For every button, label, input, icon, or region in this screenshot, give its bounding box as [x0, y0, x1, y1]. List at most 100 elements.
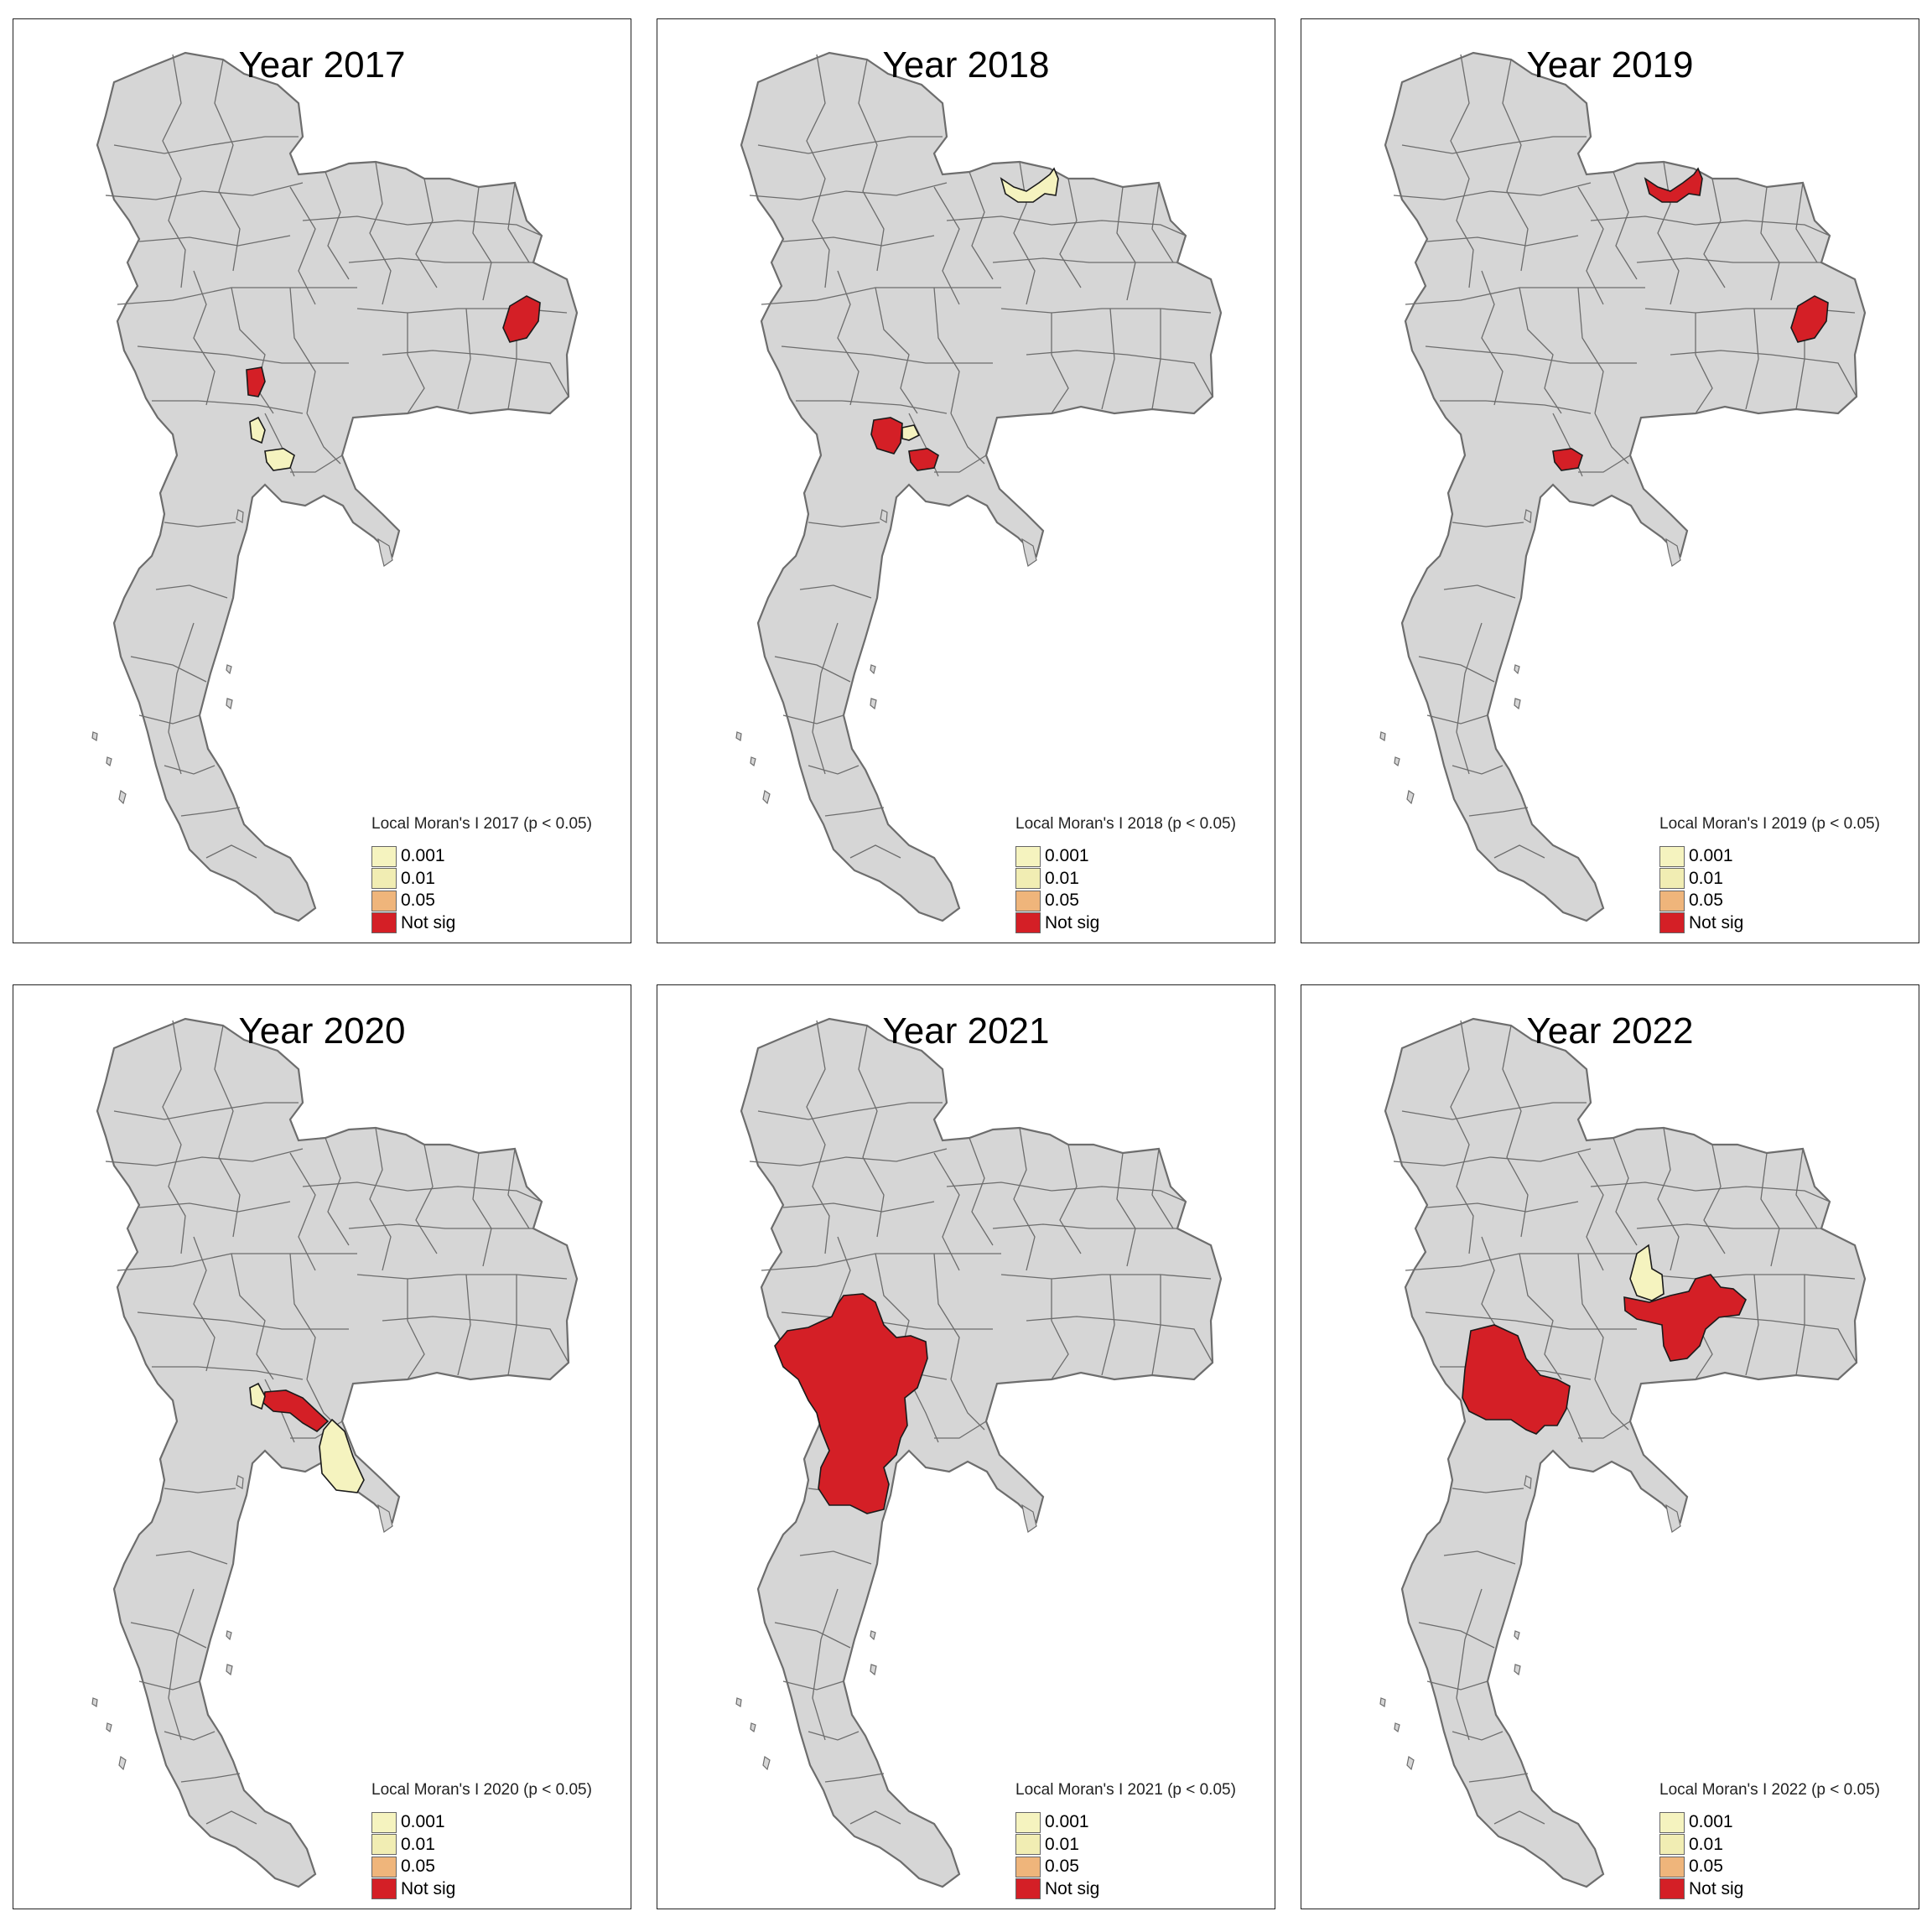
province-border — [1000, 1274, 1212, 1280]
panel-title: Year 2022 — [1526, 1010, 1694, 1052]
island — [1394, 756, 1400, 767]
province-border — [472, 186, 492, 301]
thailand-map — [91, 1017, 579, 1888]
legend-swatch — [1659, 912, 1685, 934]
legend-swatch — [1659, 1811, 1685, 1833]
map-panel-2021: Year 2021 Local Moran's I 2021 (p < 0.05… — [657, 984, 1275, 1909]
province-border — [1393, 1148, 1592, 1166]
cluster-region-bkk-east — [1552, 448, 1583, 471]
country-outline — [96, 51, 579, 922]
island — [750, 756, 756, 767]
legend-swatch — [1015, 868, 1041, 890]
province-border — [849, 1810, 901, 1825]
province-border — [824, 1773, 885, 1783]
map-panel-2018: Year 2018 Local Moran's I 2018 (p < 0.05… — [657, 18, 1275, 943]
legend: Local Moran's I 2020 (p < 0.05) 0.001 0.0… — [371, 1781, 592, 1900]
province-border — [1101, 1274, 1115, 1376]
cluster-region-east-coast — [319, 1418, 365, 1493]
province-border — [946, 216, 1187, 236]
legend-swatch — [1659, 1834, 1685, 1856]
legend-swatch — [1659, 868, 1685, 890]
legend-item: 0.001 — [371, 845, 592, 868]
legend-label: 0.01 — [1689, 1834, 1723, 1854]
legend-item: Not sig — [1659, 912, 1880, 935]
province-border — [1452, 1731, 1504, 1741]
province-border — [799, 584, 872, 599]
province-border — [231, 1253, 274, 1380]
province-border — [164, 522, 236, 527]
province-border — [1745, 1274, 1759, 1376]
country-outline — [740, 1017, 1223, 1888]
legend-label: 0.05 — [1045, 891, 1079, 911]
province-border — [1695, 313, 1713, 414]
map-panel-2017: Year 2017 Local Moran's I 2017 (p < 0.05… — [13, 18, 631, 943]
province-border — [105, 1148, 304, 1166]
legend-swatch — [1659, 1856, 1685, 1877]
legend-item: Not sig — [1659, 1878, 1880, 1901]
province-border — [1116, 1152, 1136, 1267]
island — [377, 1504, 393, 1533]
island — [118, 1756, 127, 1771]
legend-item: Not sig — [371, 912, 592, 935]
cluster-region-bkk-east — [908, 448, 939, 471]
island — [106, 1722, 112, 1733]
legend-title: Local Moran's I 2021 (p < 0.05) — [1015, 1781, 1236, 1799]
island — [236, 509, 244, 523]
province-border — [1577, 1253, 1604, 1380]
island — [1021, 1504, 1037, 1533]
province-border — [507, 182, 530, 263]
legend-item: Not sig — [1015, 1878, 1236, 1901]
cluster-region-ne-block — [1623, 1274, 1747, 1362]
cluster-region-bkk-west — [249, 416, 266, 444]
province-border — [934, 454, 987, 473]
island — [870, 1664, 877, 1676]
province-border — [137, 1311, 349, 1330]
legend-item: 0.01 — [1659, 868, 1880, 891]
province-border — [774, 656, 851, 683]
legend-swatch — [1659, 845, 1685, 867]
island — [236, 1475, 244, 1489]
province-border — [950, 413, 985, 465]
legend-label: 0.01 — [1689, 868, 1723, 888]
province-border — [415, 178, 438, 288]
province-border — [180, 807, 241, 817]
province-border — [1425, 345, 1637, 364]
province-border — [1051, 1279, 1069, 1380]
province-border — [289, 1253, 316, 1380]
island — [870, 1630, 876, 1641]
cluster-region-east-arc — [262, 1389, 330, 1432]
province-border — [1590, 216, 1831, 236]
province-border — [1468, 807, 1529, 817]
island — [226, 1664, 233, 1676]
province-border — [749, 1148, 948, 1166]
province-border — [1151, 1275, 1161, 1376]
province-border — [325, 1137, 350, 1246]
island — [1524, 1475, 1532, 1489]
province-border — [1450, 1020, 1474, 1254]
province-border — [858, 1025, 885, 1238]
province-border — [806, 1020, 830, 1254]
cluster-region-north-border — [1644, 167, 1703, 203]
province-border — [214, 59, 241, 272]
province-border — [1116, 186, 1136, 301]
province-border — [782, 1201, 935, 1213]
province-border — [231, 287, 274, 414]
province-border — [1594, 1379, 1629, 1431]
legend-title: Local Moran's I 2017 (p < 0.05) — [371, 815, 592, 833]
cluster-region-bkk-mid — [901, 424, 921, 441]
cluster-region-central-block — [1462, 1324, 1571, 1435]
province-border — [774, 1622, 851, 1649]
island — [118, 790, 127, 805]
thailand-map — [1379, 1017, 1867, 1888]
province-border — [369, 161, 392, 305]
province-border — [152, 400, 304, 414]
legend-title: Local Moran's I 2020 (p < 0.05) — [371, 1781, 592, 1799]
province-border — [302, 216, 543, 236]
country-outline — [1384, 51, 1867, 922]
legend-label: 0.05 — [1689, 1857, 1723, 1877]
province-border — [138, 1680, 200, 1690]
island — [1514, 664, 1520, 675]
legend-item: 0.05 — [1015, 1856, 1236, 1878]
island — [1379, 731, 1386, 741]
province-border — [152, 1366, 304, 1380]
